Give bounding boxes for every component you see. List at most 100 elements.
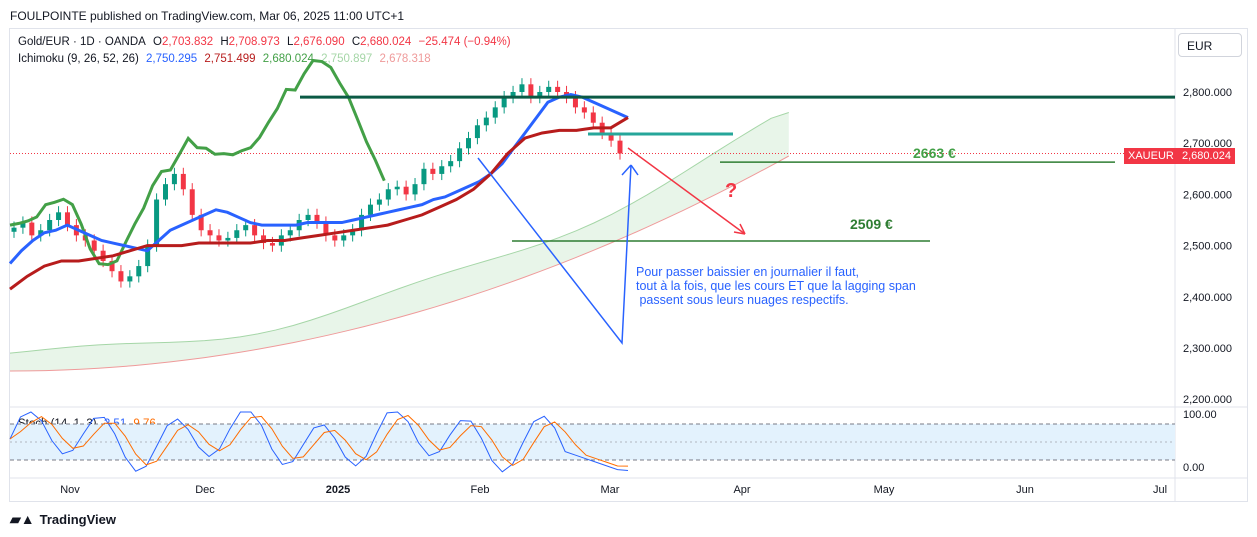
x-tick-label: Mar — [601, 484, 620, 496]
x-tick-label: Dec — [195, 484, 215, 496]
candle-body — [305, 214, 311, 220]
candle-body — [314, 214, 320, 223]
candle-body — [64, 212, 70, 226]
candle-body — [225, 237, 231, 241]
candle-body — [528, 84, 534, 98]
candle-body — [581, 107, 587, 113]
bearish-arrowhead — [733, 223, 746, 235]
candle-body — [341, 235, 347, 241]
candle-body — [474, 125, 480, 139]
candle-body — [332, 235, 338, 241]
candle-body — [448, 161, 454, 167]
candle-body — [109, 260, 115, 272]
lagging-projection-lines — [477, 157, 632, 346]
candle-body — [430, 168, 436, 174]
candle-body — [483, 117, 489, 126]
tenkan-sen — [8, 93, 629, 265]
chart-frame — [9, 28, 1248, 502]
candle-body — [492, 107, 498, 118]
x-tick-label: Apr — [733, 484, 750, 496]
candle-body — [394, 186, 400, 190]
candle-body — [376, 199, 382, 205]
publisher-header: FOULPOINTE published on TradingView.com,… — [10, 9, 405, 23]
kijun-sen — [9, 116, 629, 291]
candle-body — [269, 243, 275, 246]
candle-body — [207, 230, 213, 236]
y-tick-label: 2,800.000 — [1183, 87, 1232, 99]
candle-body — [91, 240, 97, 251]
analysis-note: Pour passer baissier en journalier il fa… — [636, 265, 916, 307]
candle-body — [11, 227, 17, 232]
candle-body — [457, 148, 463, 162]
candle-body — [145, 245, 151, 267]
x-tick-label: Jul — [1153, 484, 1167, 496]
candle-body — [367, 204, 373, 215]
x-tick-label: Jun — [1016, 484, 1034, 496]
candle-body — [572, 97, 578, 108]
lagging-span — [9, 58, 386, 267]
price-legend: Gold/EUR · 1D · OANDA O2,703.832 H2,708.… — [18, 36, 511, 48]
candle-body — [323, 222, 329, 236]
price-tag-value: 2,680.024 — [1178, 148, 1235, 164]
y-tick-label: 2,600.000 — [1183, 189, 1232, 201]
candle-body — [252, 225, 258, 236]
candle-body — [56, 212, 62, 220]
candle-body — [38, 230, 44, 236]
level-2509-label: 2509 € — [850, 216, 893, 232]
candle-body — [466, 138, 471, 149]
candle-body — [234, 230, 240, 238]
candle-body — [171, 173, 177, 185]
senkou-span-a — [9, 112, 789, 354]
candle-body — [118, 271, 124, 282]
candle-body — [136, 266, 142, 277]
candle-body — [608, 132, 614, 141]
candle-body — [412, 184, 418, 195]
y-tick-label: 2,400.000 — [1183, 292, 1232, 304]
candle-body — [198, 214, 204, 231]
candle-body — [421, 168, 427, 185]
price-tag-symbol: XAUEUR — [1124, 148, 1178, 164]
candle-body — [590, 112, 596, 123]
candle-body — [154, 199, 160, 246]
stoch-k-line — [9, 411, 629, 473]
senkou-span-b — [9, 155, 790, 372]
candle-body — [439, 166, 445, 174]
x-tick-label: May — [874, 484, 895, 496]
x-tick-label: Nov — [60, 484, 80, 496]
change-value: −25.474 (−0.94%) — [418, 36, 511, 48]
candle-body — [359, 214, 365, 231]
candle-body — [261, 235, 267, 244]
candle-body — [519, 84, 525, 92]
candle-body — [510, 92, 516, 98]
stoch-tick-label: 0.00 — [1183, 462, 1204, 474]
candle-body — [403, 186, 409, 195]
currency-button[interactable]: EUR — [1178, 33, 1242, 57]
candle-body — [29, 222, 35, 236]
stoch-tick-label: 100.00 — [1183, 409, 1217, 421]
y-tick-label: 2,500.000 — [1183, 241, 1232, 253]
y-tick-label: 2,300.000 — [1183, 343, 1232, 355]
candle-body — [180, 173, 186, 190]
candle-body — [555, 86, 561, 92]
candle-body — [385, 189, 391, 200]
tradingview-logo[interactable]: ▰▲ TradingView — [10, 511, 116, 527]
y-tick-label: 2,700.000 — [1183, 138, 1232, 150]
symbol-label[interactable]: Gold/EUR · 1D · OANDA — [18, 36, 146, 48]
candle-body — [216, 235, 222, 241]
y-tick-label: 2,200.000 — [1183, 394, 1232, 406]
level-2663-label: 2663 € — [913, 145, 956, 161]
candle-body — [617, 140, 623, 154]
candle-body — [163, 184, 168, 200]
candle-body — [189, 189, 195, 215]
stoch-d-line — [9, 414, 629, 467]
candle-body — [546, 86, 552, 92]
candle-body — [537, 92, 543, 98]
candle-body — [20, 222, 26, 228]
ichimoku-legend[interactable]: Ichimoku (9, 26, 52, 26) 2,750.295 2,751… — [18, 53, 431, 65]
bearish-arrow — [627, 147, 746, 235]
blue-arrowhead — [621, 164, 639, 176]
question-mark: ? — [725, 180, 737, 202]
x-tick-label: 2025 — [326, 484, 350, 496]
candle-body — [501, 97, 507, 108]
